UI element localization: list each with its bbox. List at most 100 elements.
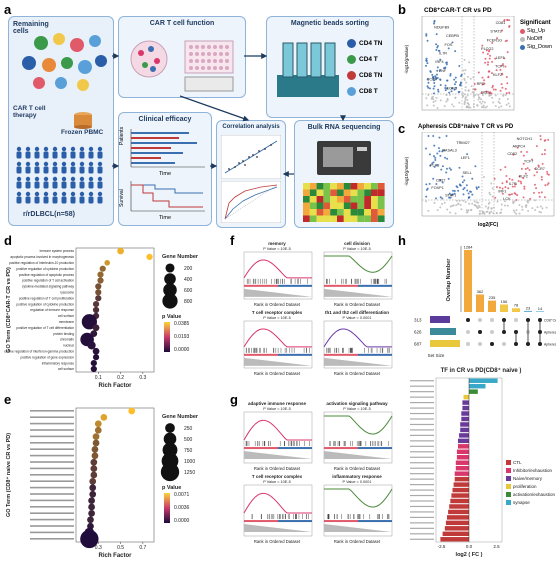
tf-legend-swatch <box>506 476 511 481</box>
volcano-point <box>434 159 437 162</box>
panel-b: CD8⁺CAR-T CR vs PD CD81 NDUFB9 STAT3 CEBPB F… <box>404 4 556 120</box>
volcano-point <box>439 69 442 72</box>
volcano-point <box>449 196 452 199</box>
volcano-point <box>546 172 549 175</box>
patient-icon <box>52 146 58 152</box>
tf-xlabel: log2 ( FC ) <box>456 552 483 558</box>
volcano-point <box>536 206 539 209</box>
tf-gene-label-placeholder <box>410 440 434 442</box>
volcano-point <box>512 202 515 205</box>
volcano-point <box>464 86 467 89</box>
size-legend-dot <box>160 462 180 482</box>
heatmap-cell <box>309 209 317 216</box>
tf-bar <box>469 383 486 389</box>
panel-d: immune system process apoptotic process i… <box>4 244 228 390</box>
volcano-point <box>480 98 483 101</box>
volcano-point <box>505 175 508 178</box>
volcano-point <box>439 206 442 209</box>
gene-label: SELL <box>481 91 490 95</box>
heatmap-cell <box>337 183 344 190</box>
volcano-point <box>452 204 455 207</box>
panel-label-e: e <box>4 392 12 407</box>
go-term-placeholder <box>30 531 74 534</box>
upset-matrix-dot <box>466 342 470 346</box>
y-axis-label: GO Term (CD8⁺ naive CR vs PD) <box>5 433 12 517</box>
gsea-pvalue: P Value = 10E-5 <box>263 480 290 484</box>
heatmap-cell <box>364 215 371 222</box>
volcano-point <box>491 96 494 99</box>
volcano-point <box>435 33 438 36</box>
volcano-point <box>425 64 428 67</box>
volcano-point <box>489 92 492 95</box>
heatmap-cell <box>303 215 310 222</box>
patient-icon <box>52 176 58 182</box>
panel-label-c: c <box>398 121 406 136</box>
volcano-point <box>535 145 538 148</box>
volcano-point <box>473 82 476 85</box>
volcano-point <box>501 86 504 89</box>
gsea-curve <box>323 328 392 348</box>
patient-body <box>97 181 103 189</box>
heatmap-cell <box>309 196 317 203</box>
heatmap-cell <box>357 215 365 222</box>
volcano-point <box>500 83 503 86</box>
panel-label-g: g <box>230 392 238 407</box>
tf-gene-label-placeholder <box>410 445 434 447</box>
gsea-title: th1 and th2 cell differentiation <box>325 310 389 315</box>
volcano-point <box>471 202 474 205</box>
volcano-point <box>436 69 439 72</box>
volcano-point <box>494 88 497 91</box>
volcano-point <box>425 34 428 37</box>
volcano-point <box>425 183 428 186</box>
volcano-point <box>540 191 543 194</box>
gsea-curve <box>324 488 393 508</box>
gsea-rank-bar <box>244 447 278 450</box>
patient-body <box>25 151 31 159</box>
tf-bar <box>447 515 469 520</box>
volcano-point <box>426 187 429 190</box>
volcano-point <box>431 73 434 76</box>
tf-gene-label-placeholder <box>410 489 434 491</box>
upset-bar-label: 23 <box>526 305 531 310</box>
go-term-label: apoptotic process involved in morphogene… <box>10 255 74 259</box>
patient-body <box>25 166 31 174</box>
volcano-point <box>442 149 445 152</box>
panel-c-title: Apheresis CD8⁺naive T CR vs PD <box>418 124 514 130</box>
patient-icon <box>61 176 67 182</box>
go-term-placeholder <box>30 518 74 521</box>
correlation-title: Correlation analysis <box>222 124 280 130</box>
tf-gene-label-placeholder <box>410 462 434 464</box>
volcano-point <box>445 167 448 170</box>
patient-icon <box>88 191 94 197</box>
tf-barplot: TF in CR vs PD(CD8⁺ naive ) -2.5 0.0 2.5 log… <box>410 367 556 558</box>
go-dot <box>90 465 98 472</box>
volcano-point <box>516 146 519 149</box>
gsea-xlabel: Rank in Ordered Dataset <box>334 371 381 376</box>
heatmap-cell <box>316 196 324 203</box>
volcano-point <box>432 177 435 180</box>
patient-body <box>97 151 103 159</box>
go-term-label: regulation of immune response <box>30 308 74 312</box>
go-term-placeholder <box>30 493 74 495</box>
volcano-point <box>447 47 450 50</box>
patient-body <box>16 151 22 159</box>
volcano-point <box>499 68 502 71</box>
plot-frame <box>75 407 155 543</box>
volcano-point <box>477 93 480 96</box>
heatmap-cell <box>371 209 378 216</box>
patient-body <box>70 196 76 204</box>
legend-title: Significant <box>520 20 551 26</box>
volcano-point <box>515 198 518 201</box>
remaining-cells-illustration <box>22 33 107 91</box>
tf-bar <box>458 444 469 449</box>
size-legend-label: 1000 <box>184 459 195 465</box>
volcano-point <box>469 190 472 193</box>
go-term-label: nucleus <box>63 344 74 348</box>
volcano-point <box>434 100 437 103</box>
volcano-point <box>463 179 466 182</box>
volcano-point <box>535 171 538 174</box>
gsea-pvalue: P Value = 0.0001 <box>343 316 372 320</box>
go-dot <box>90 471 98 479</box>
size-legend-dot <box>164 273 176 285</box>
volcano-point <box>499 168 502 171</box>
